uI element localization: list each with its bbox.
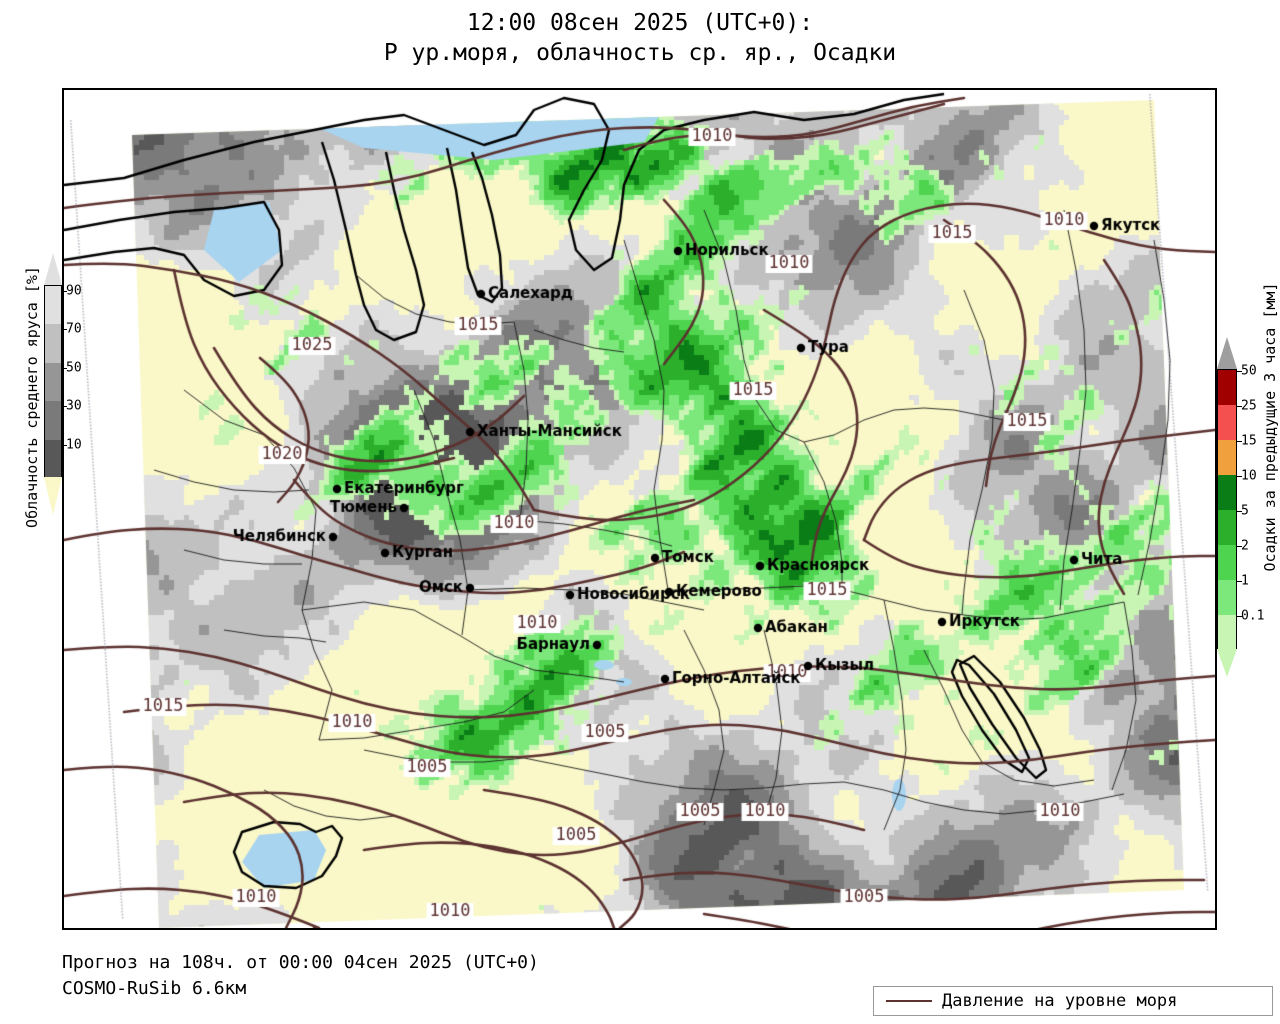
precip-cbar-segment: [1218, 440, 1236, 475]
precip-cbar-tick-label: 15: [1241, 433, 1257, 449]
cloud-cbar-over-arrow: [44, 253, 62, 285]
precipitation-legend-title: Осадки за предыдущие 3 часа [мм]: [1261, 282, 1279, 572]
cloud-cbar: [44, 285, 62, 478]
precip-cbar-segment: [1218, 370, 1236, 405]
cloud-cover-legend-title: Облачность среднего яруса [%]: [23, 266, 41, 528]
precip-cbar-segment: [1218, 545, 1236, 580]
cloud-cbar-tick-label: 10: [66, 437, 82, 453]
cloud-cbar-tick-label: 90: [66, 283, 82, 299]
cloud-cbar-tick-label: 70: [66, 321, 82, 337]
pressure-line-swatch: [886, 1000, 932, 1002]
cloud-cbar-tick-mark: [62, 291, 67, 292]
precip-cbar-tick-mark: [1237, 441, 1242, 442]
cloud-cbar-under-arrow: [44, 477, 62, 515]
cloud-cbar-tick-label: 50: [66, 360, 82, 376]
cloud-cover-legend: Облачность среднего яруса [%] 90 70 50 30 10: [0, 88, 82, 930]
precip-cbar-tick-label: 10: [1241, 468, 1257, 484]
precip-cbar-tick-mark: [1237, 371, 1242, 372]
precip-cbar-tick-mark: [1237, 511, 1242, 512]
cloud-cbar-tick-label: 30: [66, 398, 82, 414]
precip-cbar-tick-label: 1: [1241, 573, 1249, 589]
precip-cbar-over-arrow: [1217, 337, 1237, 369]
model-info: COSMO-RuSib 6.6км: [62, 978, 247, 999]
map-canvas[interactable]: [64, 90, 1215, 928]
precip-cbar-tick-mark: [1237, 476, 1242, 477]
precip-cbar-tick-label: 5: [1241, 503, 1249, 519]
precip-cbar-tick-label: 2: [1241, 538, 1249, 554]
precipitation-legend: Осадки за предыдущие 3 часа [мм] 50 25 15 1…: [1217, 88, 1280, 930]
precip-cbar-tick-mark: [1237, 616, 1242, 617]
cloud-cbar-tick-mark: [62, 367, 67, 369]
pressure-legend: Давление на уровне моря: [873, 986, 1273, 1016]
precip-cbar-tick-mark: [1237, 581, 1242, 582]
cloud-cbar-segment: [45, 286, 61, 325]
cloud-cbar-segment: [45, 324, 61, 363]
precip-cbar-tick-label: 25: [1241, 398, 1257, 414]
weather-map[interactable]: [62, 88, 1217, 930]
precip-cbar-tick-mark: [1237, 546, 1242, 547]
precip-cbar-segment: [1218, 405, 1236, 440]
precip-cbar-segment: [1218, 475, 1236, 510]
forecast-info: Прогноз на 108ч. от 00:00 04сен 2025 (UT…: [62, 952, 539, 973]
cloud-cbar-segment: [45, 362, 61, 402]
precip-cbar-segment: [1218, 580, 1236, 615]
cloud-cbar-tick-mark: [62, 444, 67, 446]
precip-cbar-tick-label: 50: [1241, 363, 1257, 379]
precip-cbar-segment: [1218, 510, 1236, 545]
precip-cbar-tick-mark: [1237, 406, 1242, 407]
cloud-cbar-segment: [45, 401, 61, 440]
precip-cbar-tick-label: 0.1: [1241, 608, 1265, 624]
title-line-fields: Р ур.моря, облачность ср. яр., Осадки: [383, 40, 897, 66]
cloud-cbar-segment: [45, 439, 61, 478]
title-line-datetime: 12:00 08сен 2025 (UTC+0):: [466, 10, 814, 36]
precip-cbar-under-arrow: [1217, 649, 1237, 677]
page-title: 12:00 08сен 2025 (UTC+0): Р ур.моря, обл…: [0, 8, 1280, 68]
precip-cbar-segment: [1218, 615, 1236, 650]
cloud-cbar-tick-mark: [62, 329, 67, 331]
precip-cbar: [1217, 369, 1237, 650]
cloud-cbar-tick-mark: [62, 406, 67, 408]
pressure-legend-label: Давление на уровне моря: [942, 991, 1178, 1011]
footer: Прогноз на 108ч. от 00:00 04сен 2025 (UT…: [62, 950, 539, 1002]
